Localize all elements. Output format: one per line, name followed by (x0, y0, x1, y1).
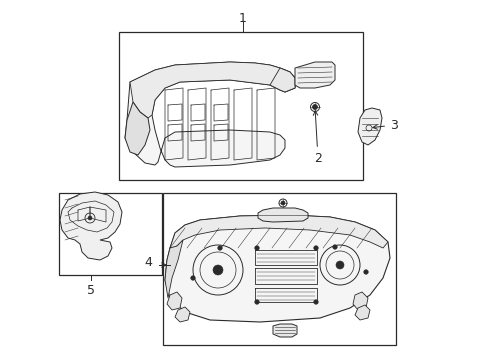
Circle shape (335, 261, 343, 269)
Bar (163, 193, 395, 345)
Circle shape (190, 276, 195, 280)
Polygon shape (272, 324, 296, 337)
Text: 2: 2 (313, 111, 321, 165)
Polygon shape (170, 215, 387, 248)
Circle shape (281, 201, 285, 205)
Polygon shape (352, 292, 367, 310)
Circle shape (88, 216, 92, 220)
Polygon shape (354, 305, 369, 320)
Text: 4: 4 (144, 256, 152, 269)
Polygon shape (125, 102, 150, 155)
Polygon shape (258, 208, 307, 222)
Polygon shape (125, 62, 294, 167)
Text: 3: 3 (372, 118, 397, 131)
Bar (59, 193, 162, 275)
Polygon shape (164, 240, 183, 298)
Circle shape (332, 245, 337, 249)
Polygon shape (269, 68, 294, 92)
Circle shape (312, 104, 317, 109)
Bar (119, 32, 362, 180)
Circle shape (254, 246, 259, 250)
Polygon shape (294, 62, 334, 88)
Circle shape (217, 246, 222, 250)
Polygon shape (167, 292, 182, 310)
Circle shape (213, 265, 223, 275)
Circle shape (313, 246, 318, 250)
Circle shape (254, 300, 259, 304)
Polygon shape (175, 307, 190, 322)
Circle shape (363, 270, 367, 274)
Text: 1: 1 (239, 12, 246, 24)
Polygon shape (357, 108, 381, 145)
Polygon shape (130, 62, 294, 118)
Text: 5: 5 (87, 284, 95, 297)
Polygon shape (164, 215, 389, 322)
Polygon shape (60, 192, 122, 260)
Circle shape (313, 300, 318, 304)
